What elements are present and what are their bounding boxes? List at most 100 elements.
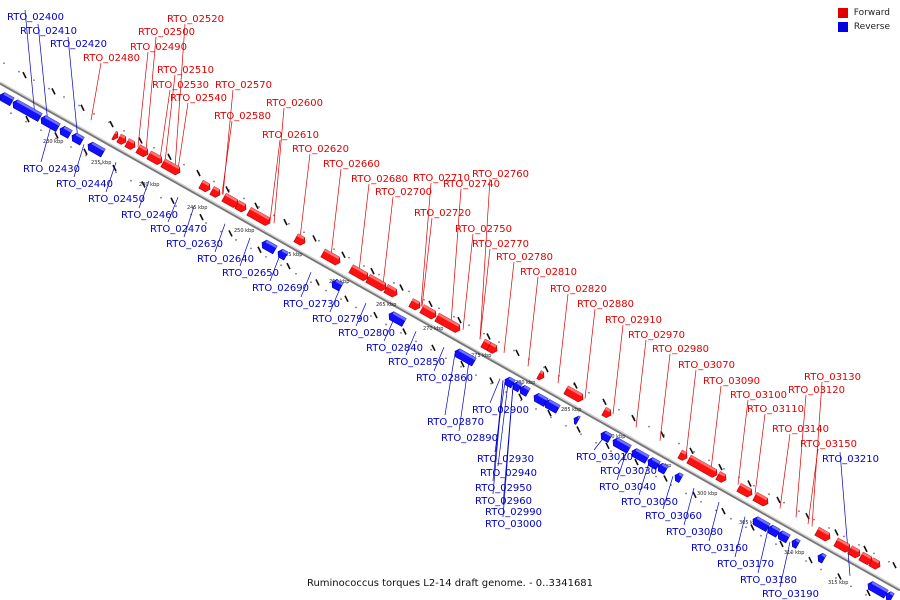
gene-feature[interactable]: [330, 278, 344, 292]
gene-label[interactable]: RTO_02760: [472, 169, 529, 180]
gene-feature[interactable]: [160, 158, 182, 176]
gene-label[interactable]: RTO_02680: [351, 174, 408, 185]
gene-feature[interactable]: [790, 537, 801, 549]
gene-label[interactable]: RTO_02600: [266, 98, 323, 109]
gene-feature[interactable]: [677, 449, 689, 462]
gene-feature[interactable]: [58, 125, 73, 139]
gene-label[interactable]: RTO_02570: [215, 80, 272, 91]
gene-label[interactable]: RTO_02900: [472, 405, 529, 416]
gene-label[interactable]: RTO_02480: [83, 53, 140, 64]
gene-label[interactable]: RTO_02970: [628, 330, 685, 341]
gene-label[interactable]: RTO_02740: [443, 179, 500, 190]
gene-label[interactable]: RTO_02610: [262, 130, 319, 141]
gene-label[interactable]: RTO_03150: [800, 439, 857, 450]
gene-label[interactable]: RTO_03080: [666, 527, 723, 538]
gene-feature[interactable]: [814, 526, 832, 542]
gene-feature[interactable]: [776, 529, 791, 544]
gene-feature[interactable]: [86, 141, 106, 158]
gene-feature[interactable]: [453, 347, 477, 367]
gene-label[interactable]: RTO_03210: [822, 454, 879, 465]
gene-feature[interactable]: [116, 133, 128, 146]
gene-feature[interactable]: [563, 385, 585, 403]
gene-feature[interactable]: [518, 384, 531, 397]
gene-label[interactable]: RTO_03010: [576, 452, 633, 463]
gene-label[interactable]: RTO_03120: [788, 385, 845, 396]
gene-feature[interactable]: [124, 138, 137, 151]
gene-label[interactable]: RTO_03070: [678, 360, 735, 371]
gene-label[interactable]: RTO_03040: [599, 482, 656, 493]
gene-label[interactable]: RTO_02720: [414, 208, 471, 219]
gene-feature[interactable]: [365, 273, 388, 292]
gene-feature[interactable]: [673, 471, 684, 483]
gene-feature[interactable]: [39, 114, 61, 133]
gene-feature[interactable]: [646, 456, 661, 471]
gene-feature[interactable]: [234, 200, 248, 214]
gene-label[interactable]: RTO_02460: [121, 210, 178, 221]
gene-label[interactable]: RTO_02520: [167, 14, 224, 25]
gene-label[interactable]: RTO_03190: [762, 589, 819, 600]
gene-label[interactable]: RTO_03140: [772, 424, 829, 435]
gene-feature[interactable]: [715, 471, 728, 484]
gene-label[interactable]: RTO_02790: [312, 314, 369, 325]
gene-feature[interactable]: [198, 179, 212, 193]
gene-label[interactable]: RTO_02750: [455, 224, 512, 235]
gene-feature[interactable]: [601, 406, 613, 419]
gene-feature[interactable]: [135, 144, 150, 158]
gene-feature[interactable]: [816, 552, 827, 564]
gene-label[interactable]: RTO_02930: [477, 454, 534, 465]
gene-label[interactable]: RTO_02770: [472, 239, 529, 250]
gene-label[interactable]: RTO_02700: [375, 187, 432, 198]
gene-feature[interactable]: [11, 98, 43, 122]
gene-feature[interactable]: [387, 310, 407, 327]
gene-label[interactable]: RTO_03000: [485, 519, 542, 530]
gene-label[interactable]: RTO_02860: [416, 373, 473, 384]
gene-label[interactable]: RTO_02950: [475, 483, 532, 494]
gene-label[interactable]: RTO_02990: [485, 507, 542, 518]
gene-feature[interactable]: [209, 186, 222, 199]
gene-label[interactable]: RTO_02940: [480, 468, 537, 479]
gene-label[interactable]: RTO_02710: [413, 173, 470, 184]
gene-feature[interactable]: [572, 414, 581, 425]
gene-feature[interactable]: [656, 462, 669, 475]
gene-feature[interactable]: [611, 436, 632, 454]
gene-feature[interactable]: [246, 206, 272, 227]
gene-label[interactable]: RTO_02810: [520, 267, 577, 278]
gene-feature[interactable]: [221, 192, 240, 209]
gene-label[interactable]: RTO_03130: [804, 372, 861, 383]
gene-label[interactable]: RTO_02490: [130, 42, 187, 53]
gene-label[interactable]: RTO_03110: [747, 404, 804, 415]
gene-label[interactable]: RTO_02880: [577, 299, 634, 310]
gene-label[interactable]: RTO_02410: [20, 26, 77, 37]
gene-feature[interactable]: [536, 370, 546, 382]
gene-feature[interactable]: [736, 482, 754, 498]
gene-feature[interactable]: [630, 447, 650, 464]
gene-label[interactable]: RTO_03160: [691, 543, 748, 554]
gene-label[interactable]: RTO_02580: [214, 111, 271, 122]
gene-label[interactable]: RTO_03030: [600, 466, 657, 477]
gene-label[interactable]: RTO_02430: [23, 164, 80, 175]
gene-label[interactable]: RTO_02510: [157, 65, 214, 76]
gene-label[interactable]: RTO_02530: [152, 80, 209, 91]
gene-feature[interactable]: [486, 342, 499, 355]
gene-label[interactable]: RTO_02420: [50, 39, 107, 50]
gene-feature[interactable]: [686, 454, 719, 479]
gene-label[interactable]: RTO_02440: [56, 179, 113, 190]
gene-label[interactable]: RTO_02820: [550, 284, 607, 295]
gene-feature[interactable]: [70, 132, 85, 146]
gene-label[interactable]: RTO_03170: [717, 559, 774, 570]
gene-feature[interactable]: [260, 239, 278, 255]
gene-feature[interactable]: [320, 248, 342, 266]
gene-feature[interactable]: [293, 233, 307, 247]
gene-label[interactable]: RTO_03050: [621, 497, 678, 508]
gene-label[interactable]: RTO_02630: [166, 239, 223, 250]
gene-feature[interactable]: [383, 284, 399, 299]
gene-label[interactable]: RTO_02500: [138, 27, 195, 38]
gene-feature[interactable]: [599, 430, 613, 443]
gene-label[interactable]: RTO_02850: [388, 357, 445, 368]
gene-feature[interactable]: [348, 264, 370, 282]
gene-label[interactable]: RTO_02800: [338, 328, 395, 339]
gene-label[interactable]: RTO_02540: [170, 93, 227, 104]
gene-feature[interactable]: [847, 545, 862, 559]
gene-label[interactable]: RTO_02730: [283, 299, 340, 310]
gene-label[interactable]: RTO_02890: [441, 433, 498, 444]
